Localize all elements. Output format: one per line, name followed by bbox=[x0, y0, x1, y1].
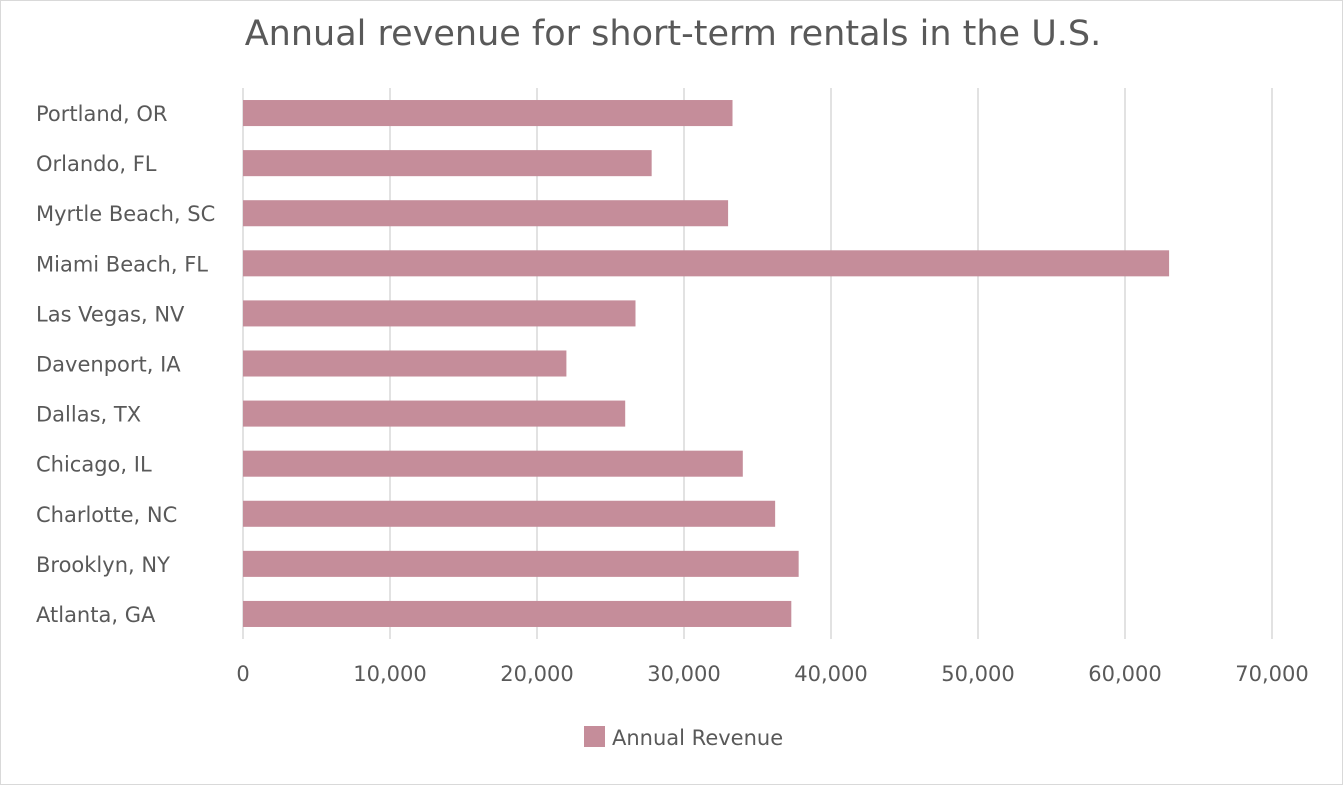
x-tick-label: 10,000 bbox=[353, 662, 426, 686]
category-label: Davenport, IA bbox=[36, 353, 181, 377]
chart-title: Annual revenue for short-term rentals in… bbox=[245, 14, 1102, 54]
bar bbox=[243, 400, 626, 427]
legend: Annual Revenue bbox=[584, 726, 783, 750]
category-label: Chicago, IL bbox=[36, 453, 152, 477]
category-label: Brooklyn, NY bbox=[36, 553, 170, 577]
bar bbox=[243, 450, 743, 477]
category-label: Orlando, FL bbox=[36, 152, 157, 176]
x-tick-label: 60,000 bbox=[1088, 662, 1161, 686]
bar bbox=[243, 200, 729, 227]
x-axis-tick-labels: 0 10,000 20,000 30,000 40,000 50,000 60,000 70,… bbox=[236, 662, 1308, 686]
bar bbox=[243, 300, 636, 327]
bar bbox=[243, 150, 652, 177]
x-tick-label: 70,000 bbox=[1235, 662, 1308, 686]
category-labels: Atlanta, GA Brooklyn, NY Charlotte, NC Chic… bbox=[36, 102, 215, 627]
category-label: Charlotte, NC bbox=[36, 503, 177, 527]
legend-swatch bbox=[584, 726, 605, 747]
bar bbox=[243, 250, 1170, 277]
category-label: Portland, OR bbox=[36, 102, 167, 126]
bar bbox=[243, 550, 799, 577]
category-label: Las Vegas, NV bbox=[36, 302, 185, 326]
category-label: Atlanta, GA bbox=[36, 603, 156, 627]
bars bbox=[243, 100, 1170, 627]
category-label: Dallas, TX bbox=[36, 403, 141, 427]
category-label: Myrtle Beach, SC bbox=[36, 202, 215, 226]
x-tick-label: 30,000 bbox=[647, 662, 720, 686]
category-label: Miami Beach, FL bbox=[36, 252, 208, 276]
x-tick-label: 40,000 bbox=[794, 662, 867, 686]
bar bbox=[243, 600, 792, 627]
x-tick-label: 20,000 bbox=[500, 662, 573, 686]
bar bbox=[243, 500, 776, 527]
x-tick-label: 50,000 bbox=[941, 662, 1014, 686]
x-tick-label: 0 bbox=[236, 662, 249, 686]
bar bbox=[243, 350, 567, 377]
bar bbox=[243, 100, 733, 127]
legend-label: Annual Revenue bbox=[612, 726, 783, 750]
